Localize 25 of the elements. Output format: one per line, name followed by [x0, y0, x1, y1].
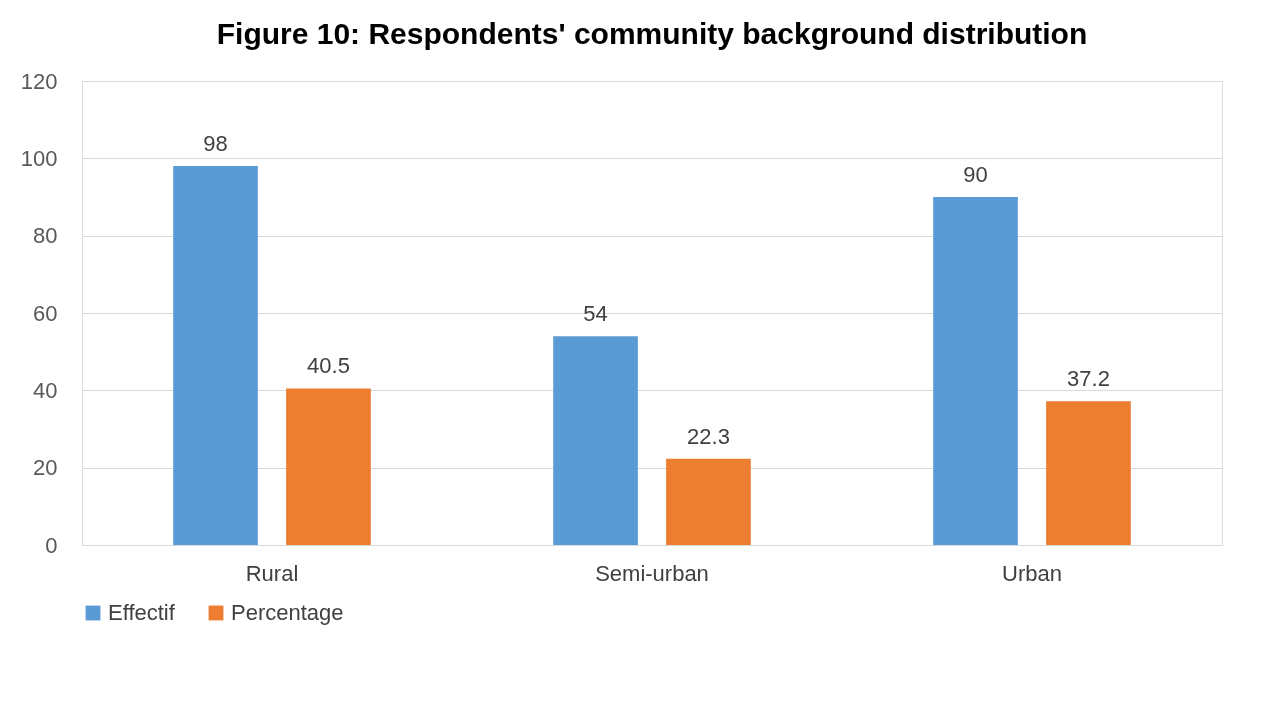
data-label: 54 — [583, 301, 608, 327]
data-label: 22.3 — [687, 423, 730, 449]
data-label: 90 — [963, 162, 988, 187]
bar — [286, 388, 371, 545]
x-tick-label: Semi-urban — [595, 560, 709, 586]
y-tick-label: 0 — [45, 532, 58, 558]
bar — [173, 166, 258, 545]
y-tick-label: 60 — [33, 300, 58, 326]
bar — [1046, 401, 1131, 545]
data-label: 37.2 — [1067, 366, 1110, 392]
x-tick-label: Urban — [1002, 560, 1062, 586]
y-tick-label: 80 — [33, 223, 58, 249]
y-tick-label: 120 — [20, 68, 58, 94]
chart-title: Figure 10: Respondents' community background distribution — [216, 17, 1088, 50]
y-tick-label: 40 — [33, 377, 58, 403]
y-tick-label: 20 — [33, 455, 58, 481]
y-tick-label: 100 — [20, 145, 58, 171]
bar — [666, 458, 751, 545]
bar — [553, 336, 638, 545]
bar — [933, 197, 1018, 545]
data-label: 40.5 — [307, 353, 350, 379]
data-label: 98 — [203, 131, 228, 157]
legend-label: Effectif — [108, 600, 176, 625]
legend-label: Percentage — [231, 600, 344, 625]
x-tick-label: Rural — [245, 560, 299, 586]
